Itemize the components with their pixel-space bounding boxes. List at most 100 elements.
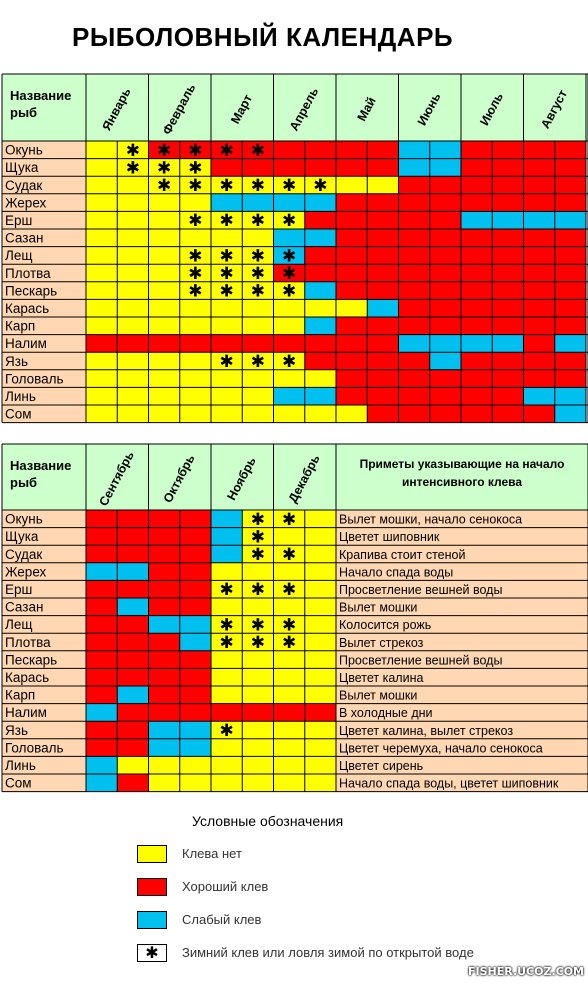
bite-cell [523, 176, 555, 194]
bite-cell [179, 211, 211, 229]
bite-cell [398, 158, 430, 177]
bite-cell [242, 211, 274, 229]
fish-name: Щука [5, 160, 39, 175]
bite-cell [179, 317, 211, 335]
fish-name: Щука [5, 529, 39, 544]
bite-cell [398, 229, 430, 247]
winter-bite-star: ✱ [220, 246, 234, 266]
fish-name-header-line: Название [10, 458, 71, 473]
bite-cell [429, 405, 461, 423]
bite-cell [273, 686, 305, 704]
bite-cell [492, 387, 524, 405]
bite-cell [273, 141, 305, 159]
bite-cell [304, 281, 336, 300]
bite-cell [179, 405, 211, 423]
bite-cell [336, 193, 368, 212]
bite-cell [336, 369, 368, 388]
bite-cell [211, 264, 243, 282]
bite-cell [179, 774, 211, 792]
sign-text: Цветет калина, вылет стрекоз [339, 724, 513, 738]
bite-cell [148, 229, 180, 247]
bite-cell [554, 334, 586, 353]
fish-name: Сом [5, 776, 32, 791]
fish-name: Судак [5, 178, 42, 193]
sign-text: В холодные дни [339, 706, 433, 720]
bite-cell [242, 756, 274, 774]
bite-cell [273, 774, 305, 792]
bite-cell [148, 721, 180, 739]
bite-cell [211, 317, 243, 335]
bite-cell [86, 264, 118, 282]
fish-name: Лещ [5, 248, 32, 263]
bite-cell [492, 352, 524, 370]
bite-cell [398, 299, 430, 317]
winter-bite-star: ✱ [220, 580, 234, 600]
bite-cell [242, 193, 274, 212]
bite-cell [211, 158, 243, 177]
bite-cell [211, 721, 243, 739]
bite-cell [242, 334, 274, 353]
bite-cell [273, 281, 305, 300]
bite-cell [242, 510, 274, 528]
winter-bite-star: ✱ [282, 615, 296, 635]
bite-cell [117, 686, 149, 704]
bite-cell [86, 721, 118, 739]
winter-bite-star: ✱ [220, 721, 234, 741]
winter-bite-star: ✱ [282, 246, 296, 266]
bite-cell [336, 387, 368, 405]
bite-cell [461, 264, 493, 282]
bite-cell [242, 721, 274, 739]
bite-cell [304, 158, 336, 177]
bite-cell [211, 352, 243, 370]
winter-bite-star: ✱ [251, 264, 265, 284]
bite-cell [179, 545, 211, 563]
fish-name-header: Название рыб [10, 88, 71, 120]
legend-title: Условные обозначения [192, 813, 344, 829]
bite-cell [86, 703, 118, 722]
bite-cell [554, 317, 586, 335]
bite-cell [492, 405, 524, 423]
bite-cell [461, 281, 493, 300]
bite-cell [242, 176, 274, 194]
bite-cell [117, 650, 149, 669]
bite-cell [554, 211, 586, 229]
bite-cell [429, 299, 461, 317]
winter-bite-star: ✱ [251, 282, 265, 302]
bite-cell [117, 738, 149, 757]
winter-bite-star: ✱ [251, 141, 265, 161]
bite-cell [86, 756, 118, 774]
bite-cell [523, 158, 555, 177]
bite-cell [461, 317, 493, 335]
fish-name: Головаль [5, 740, 64, 755]
bite-cell [429, 158, 461, 177]
bite-cell [336, 352, 368, 370]
bite-cell [148, 246, 180, 265]
bite-cell [117, 510, 149, 528]
bite-cell [148, 668, 180, 686]
winter-bite-star: ✱ [282, 580, 296, 600]
bite-cell [304, 615, 336, 634]
winter-bite-star: ✱ [157, 158, 171, 178]
bite-cell [86, 317, 118, 335]
bite-cell [273, 317, 305, 335]
fish-name: Карась [5, 670, 49, 685]
fish-name-header-line: рыб [10, 105, 37, 120]
bite-cell [461, 387, 493, 405]
bite-cell [86, 211, 118, 229]
bite-cell [211, 299, 243, 317]
bite-cell [367, 211, 399, 229]
bite-cell [554, 369, 586, 388]
bite-cell [273, 633, 305, 651]
fish-name: Сазан [5, 231, 43, 246]
bite-cell [523, 246, 555, 265]
bite-cell [148, 369, 180, 388]
bite-cell [304, 352, 336, 370]
bite-cell [242, 317, 274, 335]
bite-cell [148, 264, 180, 282]
bite-cell [242, 352, 274, 370]
bite-cell [554, 299, 586, 317]
bite-cell [179, 633, 211, 651]
bite-cell [367, 264, 399, 282]
fish-name: Налим [5, 705, 47, 720]
bite-cell [242, 633, 274, 651]
